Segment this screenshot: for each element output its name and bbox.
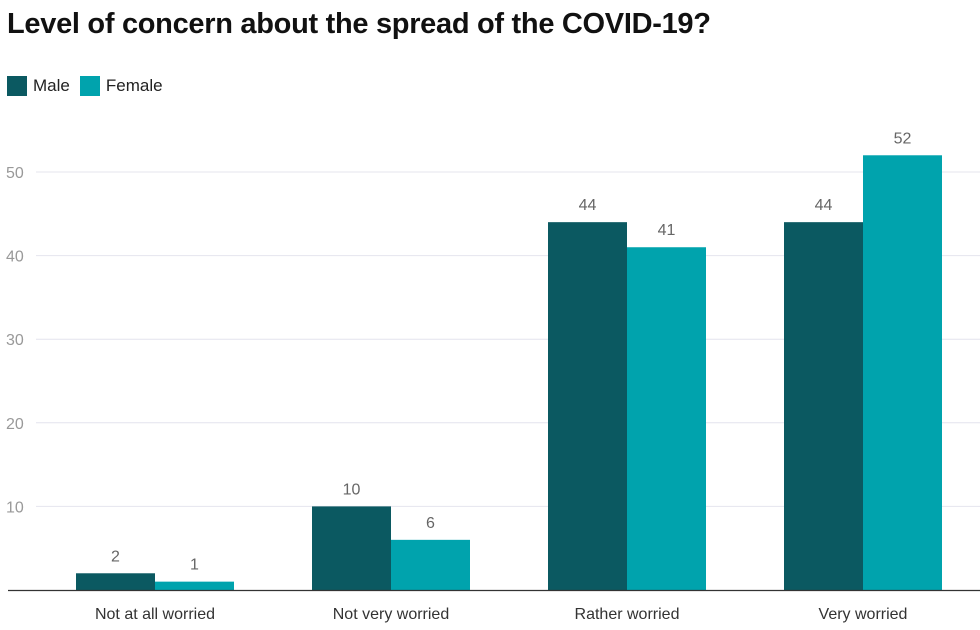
legend-swatch-female [79, 76, 100, 96]
bar-male-0 [76, 573, 155, 590]
data-label-female-2: 41 [658, 222, 676, 239]
y-tick-label-30: 30 [6, 332, 24, 349]
y-tick-label-10: 10 [6, 499, 24, 516]
x-tick-label-2: Rather worried [575, 606, 680, 623]
data-label-male-1: 10 [343, 481, 361, 498]
bar-female-0 [155, 581, 234, 590]
data-label-female-0: 1 [190, 557, 199, 574]
legend-swatch-male [7, 76, 27, 96]
x-tick-label-0: Not at all worried [95, 606, 215, 623]
y-tick-label-40: 40 [6, 249, 24, 266]
y-tick-label-50: 50 [6, 165, 24, 182]
data-label-female-1: 6 [426, 515, 435, 532]
bar-male-1 [312, 506, 391, 590]
x-tick-label-1: Not very worried [333, 606, 449, 623]
legend-item-male[interactable]: Male [7, 76, 70, 96]
bar-female-2 [627, 247, 706, 591]
bar-female-1 [391, 539, 470, 590]
bar-male-3 [784, 222, 863, 590]
data-label-male-0: 2 [111, 548, 120, 565]
data-label-female-3: 52 [894, 130, 912, 147]
chart-title: Level of concern about the spread of the… [7, 8, 711, 40]
legend-label-male: Male [33, 76, 70, 95]
legend: Male Female [7, 76, 173, 96]
bar-male-2 [548, 222, 627, 590]
legend-label-female: Female [105, 76, 163, 95]
y-tick-label-20: 20 [6, 416, 24, 433]
data-label-male-3: 44 [815, 197, 833, 214]
bar-female-3 [863, 155, 942, 590]
legend-item-female[interactable]: Female [79, 76, 163, 96]
x-tick-label-3: Very worried [819, 606, 908, 623]
data-label-male-2: 44 [579, 197, 597, 214]
